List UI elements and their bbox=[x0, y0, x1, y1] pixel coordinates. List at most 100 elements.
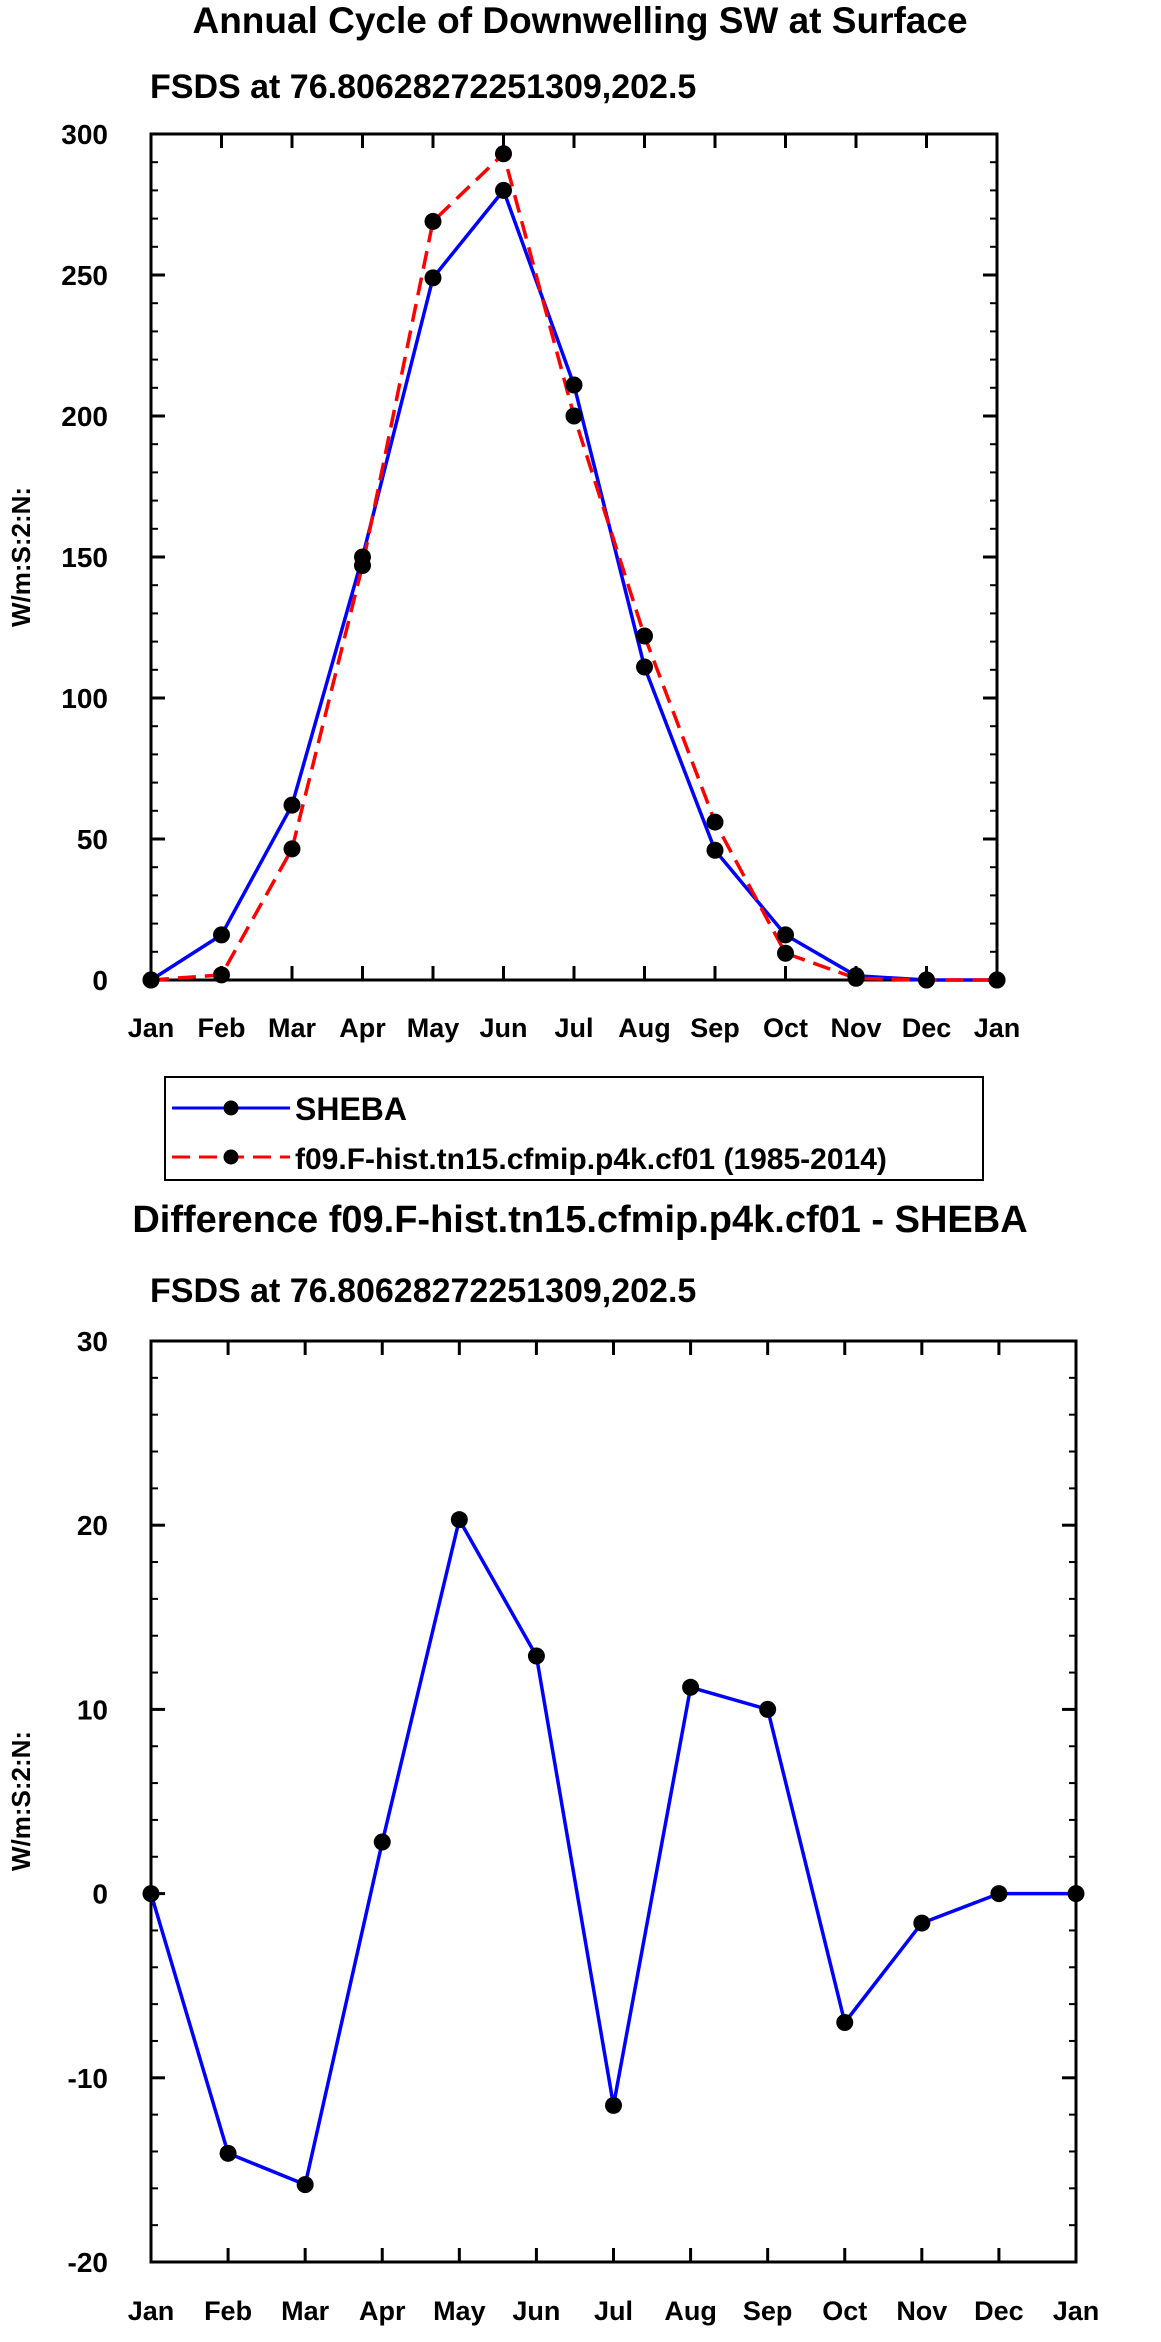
series-group bbox=[142, 145, 1006, 989]
annual-cycle-chart: Annual Cycle of Downwelling SW at Surfac… bbox=[6, 0, 1021, 1181]
legend-model-label: f09.F-hist.tn15.cfmip.p4k.cf01 (1985-201… bbox=[295, 1143, 887, 1176]
data-point bbox=[1067, 1885, 1085, 1903]
x-tick-label: Feb bbox=[204, 2296, 252, 2326]
x-tick-label: Feb bbox=[197, 1013, 245, 1043]
data-point bbox=[605, 2096, 622, 2114]
data-point bbox=[990, 1885, 1008, 1903]
data-point bbox=[495, 145, 512, 163]
x-tick-label: Mar bbox=[268, 1013, 317, 1043]
y-tick-label: 0 bbox=[92, 1879, 108, 1910]
x-tick-label: Jun bbox=[512, 2296, 560, 2326]
x-tick-label: Jan bbox=[128, 2296, 175, 2326]
data-point bbox=[636, 627, 653, 645]
y-tick-label: 0 bbox=[92, 965, 108, 996]
x-tick-label: Jun bbox=[479, 1013, 527, 1043]
y-tick-label: -20 bbox=[68, 2247, 108, 2278]
x-tick-label: Oct bbox=[763, 1013, 808, 1043]
data-point bbox=[565, 376, 583, 394]
legend-sheba-label: SHEBA bbox=[295, 1091, 407, 1127]
x-tick-label: Apr bbox=[339, 1013, 386, 1043]
y-tick-label: -10 bbox=[68, 2063, 108, 2094]
x-tick-label: Oct bbox=[822, 2296, 867, 2326]
chart-subtitle: FSDS at 76.80628272251309,202.5 bbox=[150, 68, 696, 106]
y-tick-label: 250 bbox=[61, 260, 108, 291]
tick-marks bbox=[149, 1339, 1078, 2264]
data-point bbox=[354, 556, 371, 574]
series-group bbox=[142, 1511, 1085, 2194]
series-line-0 bbox=[150, 188, 997, 982]
data-point bbox=[495, 181, 512, 199]
x-tick-label: Sep bbox=[743, 2296, 793, 2326]
data-point bbox=[777, 944, 794, 962]
plot-frame bbox=[149, 132, 999, 982]
x-tick-label: Jul bbox=[594, 2296, 633, 2326]
y-tick-labels: 0 50 100 150 200 250 300 bbox=[61, 119, 108, 996]
y-tick-label: 30 bbox=[77, 1326, 108, 1357]
x-tick-label: Aug bbox=[664, 2296, 716, 2326]
data-point bbox=[142, 971, 160, 989]
x-tick-label: Jul bbox=[554, 1013, 593, 1043]
data-point bbox=[424, 269, 442, 287]
x-tick-label: Mar bbox=[281, 2296, 330, 2326]
chart-title: Difference f09.F-hist.tn15.cfmip.p4k.cf0… bbox=[132, 1199, 1027, 1241]
data-point bbox=[527, 1647, 545, 1665]
data-point bbox=[219, 2144, 237, 2162]
chart-subtitle: FSDS at 76.80628272251309,202.5 bbox=[150, 1272, 696, 1310]
y-tick-label: 200 bbox=[61, 401, 108, 432]
x-tick-label: Nov bbox=[830, 1013, 881, 1043]
x-tick-label: Dec bbox=[902, 1013, 952, 1043]
series-line-0 bbox=[149, 1517, 1076, 2187]
data-point bbox=[296, 2176, 314, 2194]
data-point bbox=[706, 841, 724, 859]
data-point bbox=[682, 1678, 700, 1696]
data-point bbox=[759, 1700, 777, 1718]
data-point bbox=[283, 840, 301, 858]
x-tick-label: Jan bbox=[128, 1013, 175, 1043]
y-tick-label: 300 bbox=[61, 119, 108, 150]
data-point bbox=[565, 407, 583, 425]
y-tick-label: 100 bbox=[61, 683, 108, 714]
data-point bbox=[988, 971, 1006, 989]
x-tick-label: May bbox=[433, 2296, 486, 2326]
x-tick-label: Jan bbox=[1053, 2296, 1100, 2326]
data-point bbox=[424, 212, 442, 230]
data-point bbox=[706, 813, 724, 831]
x-tick-label: Apr bbox=[359, 2296, 406, 2326]
y-tick-label: 50 bbox=[77, 824, 108, 855]
data-point bbox=[636, 658, 653, 676]
legend-box bbox=[164, 1076, 984, 1181]
x-tick-label: Aug bbox=[618, 1013, 670, 1043]
y-tick-label: 150 bbox=[61, 542, 108, 573]
legend-sheba-marker bbox=[223, 1100, 239, 1116]
chart-title: Annual Cycle of Downwelling SW at Surfac… bbox=[192, 0, 967, 41]
x-tick-label: Jan bbox=[974, 1013, 1021, 1043]
y-tick-label: 10 bbox=[77, 1694, 108, 1725]
y-tick-labels: -20 -10 0 10 20 30 bbox=[68, 1326, 108, 2278]
x-tick-label: Nov bbox=[896, 2296, 947, 2326]
x-tick-labels: Jan Feb Mar Apr May Jun Jul Aug Sep Oct Nov Dec Jan bbox=[128, 2296, 1100, 2326]
data-point bbox=[283, 796, 301, 814]
x-tick-label: May bbox=[407, 1013, 460, 1043]
difference-chart: Difference f09.F-hist.tn15.cfmip.p4k.cf0… bbox=[6, 1199, 1099, 2326]
y-axis-label: W/m:S:2:N: bbox=[6, 1731, 36, 1871]
data-point bbox=[450, 1511, 468, 1529]
x-tick-label: Dec bbox=[974, 2296, 1024, 2326]
data-point bbox=[777, 926, 794, 944]
plot-frame bbox=[149, 1339, 1078, 2264]
tick-marks bbox=[149, 132, 999, 982]
data-point bbox=[918, 971, 935, 989]
legend-model-marker bbox=[223, 1149, 239, 1165]
data-point bbox=[142, 1885, 160, 1903]
data-point bbox=[213, 966, 230, 984]
x-tick-label: Sep bbox=[690, 1013, 740, 1043]
data-point bbox=[213, 926, 230, 944]
x-tick-labels: Jan Feb Mar Apr May Jun Jul Aug Sep Oct Nov Dec Jan bbox=[128, 1013, 1021, 1043]
data-point bbox=[913, 1914, 931, 1932]
data-point bbox=[373, 1833, 391, 1851]
data-point bbox=[836, 2014, 854, 2032]
y-tick-label: 20 bbox=[77, 1510, 108, 1541]
series-line-1 bbox=[150, 151, 997, 982]
y-axis-label: W/m:S:2:N: bbox=[6, 487, 36, 627]
data-point bbox=[847, 969, 865, 987]
